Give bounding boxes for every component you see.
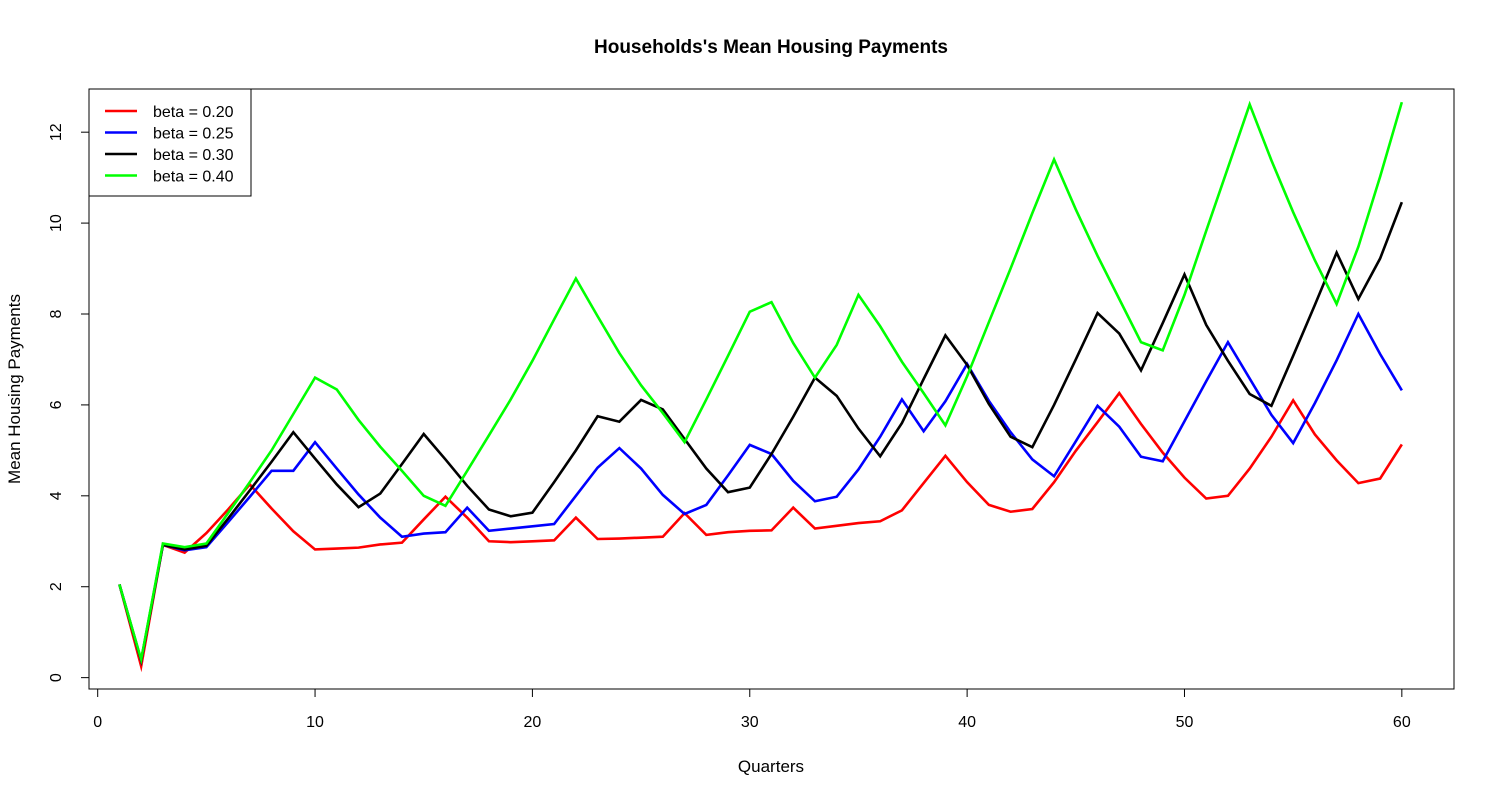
y-tick-label: 8 — [48, 309, 65, 318]
legend-label: beta = 0.20 — [153, 104, 234, 121]
chart-title: Households's Mean Housing Payments — [594, 37, 948, 58]
x-tick-label: 50 — [1176, 714, 1194, 731]
x-tick-label: 30 — [741, 714, 759, 731]
x-tick-label: 40 — [958, 714, 976, 731]
y-tick-label: 10 — [48, 214, 65, 232]
y-tick-label: 6 — [48, 400, 65, 409]
x-tick-label: 0 — [93, 714, 102, 731]
legend-label: beta = 0.25 — [153, 126, 234, 143]
x-tick-label: 60 — [1393, 714, 1411, 731]
legend-label: beta = 0.30 — [153, 147, 234, 164]
y-tick-label: 4 — [48, 491, 65, 500]
y-axis: 0 2 4 6 8 10 12 — [48, 123, 90, 682]
series-line-0 — [118, 390, 1403, 673]
x-axis-label: Quarters — [738, 757, 804, 776]
series-line-1 — [118, 311, 1403, 666]
plot-frame — [88, 88, 1455, 690]
y-axis-label: Mean Housing Payments — [5, 294, 24, 484]
y-tick-label: 2 — [48, 582, 65, 591]
x-tick-label: 10 — [306, 714, 324, 731]
y-tick-label: 0 — [48, 673, 65, 682]
y-tick-label: 12 — [48, 123, 65, 141]
x-tick-label: 20 — [524, 714, 542, 731]
series-lines — [118, 100, 1404, 673]
series-line-2 — [118, 201, 1404, 666]
legend-label: beta = 0.40 — [153, 169, 234, 186]
x-axis: 0 10 20 30 40 50 60 — [93, 688, 1411, 731]
legend: beta = 0.20 beta = 0.25 beta = 0.30 beta = … — [88, 88, 252, 197]
legend-box — [88, 88, 252, 197]
series-line-3 — [118, 100, 1404, 666]
